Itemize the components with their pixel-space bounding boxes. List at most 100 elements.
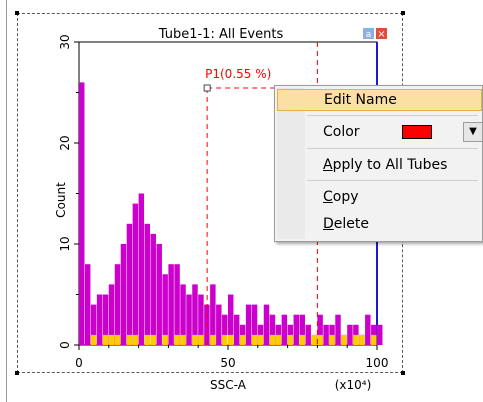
context-menu[interactable]: Edit Name Color ▼ Apply to All Tubes Cop…: [274, 85, 483, 242]
chart-title: Tube1-1: All Events: [158, 27, 284, 42]
yellow-bar: [371, 334, 377, 345]
histogram-bar: [192, 284, 198, 345]
histogram-bar: [114, 264, 121, 345]
yellow-bar: [287, 334, 294, 345]
resize-handle-bottom-left[interactable]: [15, 371, 19, 375]
yellow-bar: [180, 334, 186, 345]
x-tick-label: 0: [75, 356, 83, 370]
menu-separator: [307, 180, 478, 181]
histogram-bar: [210, 284, 216, 345]
copy-label-rest: opy: [332, 189, 359, 205]
restore-icon[interactable]: a: [363, 28, 374, 40]
histogram-bar: [180, 284, 186, 345]
yellow-bar: [150, 334, 156, 345]
yellow-bar: [114, 334, 121, 345]
menu-separator: [307, 115, 478, 116]
histogram-bar: [90, 304, 97, 345]
histogram-bar: [79, 82, 85, 346]
histogram-bar: [263, 304, 270, 345]
yellow-bar: [102, 334, 109, 345]
svg-text:a: a: [366, 30, 372, 40]
y-tick-label: 20: [58, 135, 72, 150]
histogram-bar: [233, 314, 240, 345]
resize-handle-top-left[interactable]: [15, 11, 19, 15]
y-tick-label: 30: [58, 34, 72, 49]
yellow-bar: [239, 334, 246, 345]
histogram-bar: [168, 264, 174, 345]
gate-handle[interactable]: [203, 84, 211, 92]
yellow-bar: [132, 334, 139, 345]
histogram-bar: [138, 193, 145, 345]
histogram-bar: [162, 274, 168, 345]
histogram-bar: [174, 264, 180, 345]
histogram-bar: [84, 264, 91, 345]
histogram-bar: [347, 324, 353, 345]
menu-item-copy[interactable]: Copy: [323, 189, 359, 205]
histogram-bar: [269, 314, 276, 345]
histogram-bar: [96, 294, 103, 345]
x-axis-label: SSC-A: [210, 378, 247, 392]
histogram-bar: [108, 284, 115, 345]
menu-item-delete[interactable]: Delete: [323, 216, 369, 232]
svg-text:×: ×: [377, 29, 385, 40]
histogram-bar: [132, 203, 139, 345]
yellow-bar: [228, 334, 234, 345]
histogram-bar: [120, 244, 127, 345]
menu-item-edit-name[interactable]: Edit Name: [277, 89, 482, 111]
y-tick-label: 10: [58, 236, 72, 251]
histogram-bar: [216, 304, 222, 345]
histogram-series-yellow: [90, 334, 377, 345]
yellow-bar: [359, 334, 365, 345]
x-tick-label: 100: [366, 356, 389, 370]
histogram-bar: [186, 294, 192, 345]
yellow-bar: [144, 334, 151, 345]
gate-p1: P1(0.55 %): [203, 42, 318, 345]
x-tick-label: 50: [220, 356, 235, 370]
histogram-bar: [228, 294, 234, 345]
histogram-bar: [377, 324, 383, 345]
window-left-border: [6, 0, 7, 402]
yellow-bar: [192, 334, 198, 345]
histogram-bar: [293, 314, 300, 345]
menu-item-color[interactable]: Color ▼: [277, 120, 483, 144]
menu-gutter: [277, 88, 305, 239]
y-axis-label: Count: [54, 182, 68, 218]
yellow-bar: [341, 334, 347, 345]
y-tick-label: 0: [58, 341, 72, 349]
yellow-bar: [126, 334, 133, 345]
resize-handle-bottom-right[interactable]: [401, 371, 405, 375]
histogram-bar: [305, 324, 311, 345]
histogram-bar: [150, 233, 156, 345]
yellow-bar: [162, 334, 168, 345]
apply-label-rest: pply to All Tubes: [332, 157, 448, 173]
resize-handle-top-right[interactable]: [401, 11, 405, 15]
x-axis: 0 50 100: [75, 345, 388, 370]
menu-item-apply-all-tubes[interactable]: Apply to All Tubes: [323, 157, 448, 173]
color-swatch[interactable]: [402, 125, 432, 139]
close-icon[interactable]: ×: [376, 28, 387, 40]
yellow-bar: [108, 334, 115, 345]
yellow-bar: [222, 334, 228, 345]
color-dropdown-button[interactable]: ▼: [463, 122, 483, 142]
histogram-bar: [222, 314, 228, 345]
yellow-bar: [257, 334, 264, 345]
yellow-bar: [251, 334, 258, 345]
histogram-bar: [365, 314, 371, 345]
histogram-bar: [299, 314, 305, 345]
menu-separator: [307, 148, 478, 149]
yellow-bar: [317, 334, 323, 345]
yellow-bar: [210, 334, 216, 345]
histogram-bar: [323, 324, 329, 345]
histogram-bar: [156, 244, 162, 345]
histogram-bar: [281, 314, 288, 345]
histogram-bar: [317, 314, 323, 345]
yellow-bar: [329, 334, 335, 345]
histogram-bar: [102, 294, 109, 345]
histogram-series-main: [79, 82, 383, 346]
histogram-bar: [144, 223, 151, 345]
yellow-bar: [90, 334, 97, 345]
histogram-bar: [335, 314, 341, 345]
yellow-bar: [269, 334, 276, 345]
yellow-bar: [299, 334, 305, 345]
x-axis-unit: (x10⁴): [335, 378, 372, 392]
